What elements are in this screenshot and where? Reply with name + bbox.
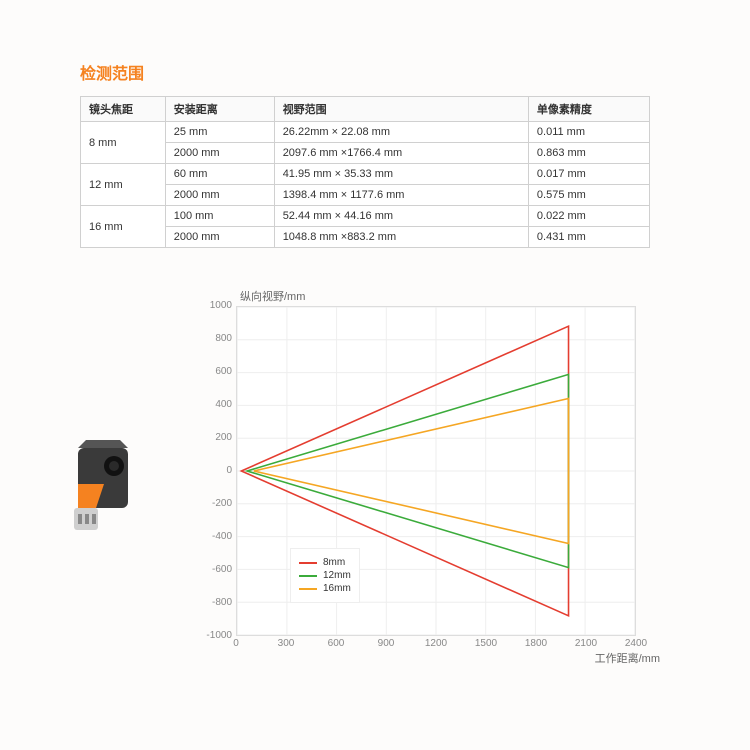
cell-dist: 2000 mm	[165, 227, 274, 248]
y-tick-label: -600	[190, 564, 232, 575]
cell-fov: 1398.4 mm × 1177.6 mm	[274, 185, 528, 206]
x-tick-label: 300	[274, 638, 298, 649]
cell-fov: 52.44 mm × 44.16 mm	[274, 206, 528, 227]
cell-prec: 0.022 mm	[528, 206, 649, 227]
th-fov: 视野范围	[274, 97, 528, 122]
cell-fov: 1048.8 mm ×883.2 mm	[274, 227, 528, 248]
y-tick-label: 1000	[190, 300, 232, 311]
cell-dist: 60 mm	[165, 164, 274, 185]
y-tick-label: 200	[190, 432, 232, 443]
cell-focal: 8 mm	[81, 122, 166, 164]
cell-dist: 2000 mm	[165, 185, 274, 206]
cell-focal: 16 mm	[81, 206, 166, 248]
y-tick-label: 400	[190, 399, 232, 410]
y-tick-label: -800	[190, 597, 232, 608]
cell-dist: 25 mm	[165, 122, 274, 143]
cell-prec: 0.431 mm	[528, 227, 649, 248]
x-tick-label: 1800	[524, 638, 548, 649]
legend-item: 16mm	[299, 583, 351, 594]
cell-prec: 0.575 mm	[528, 185, 649, 206]
legend-label: 12mm	[323, 570, 351, 581]
table-row: 16 mm100 mm52.44 mm × 44.16 mm0.022 mm	[81, 206, 650, 227]
y-tick-label: 0	[190, 465, 232, 476]
cell-dist: 2000 mm	[165, 143, 274, 164]
table-header-row: 镜头焦距 安装距离 视野范围 单像素精度	[81, 97, 650, 122]
cell-dist: 100 mm	[165, 206, 274, 227]
spec-table: 镜头焦距 安装距离 视野范围 单像素精度 8 mm25 mm26.22mm × …	[80, 96, 650, 248]
y-tick-label: -200	[190, 498, 232, 509]
x-tick-label: 2100	[574, 638, 598, 649]
x-tick-label: 600	[324, 638, 348, 649]
y-tick-label: 600	[190, 366, 232, 377]
table-row: 12 mm60 mm41.95 mm × 35.33 mm0.017 mm	[81, 164, 650, 185]
legend-swatch	[299, 588, 317, 590]
y-tick-label: 800	[190, 333, 232, 344]
table-row: 2000 mm2097.6 mm ×1766.4 mm0.863 mm	[81, 143, 650, 164]
legend-label: 8mm	[323, 557, 345, 568]
table-row: 2000 mm1048.8 mm ×883.2 mm0.431 mm	[81, 227, 650, 248]
th-prec: 单像素精度	[528, 97, 649, 122]
legend-label: 16mm	[323, 583, 351, 594]
x-tick-label: 0	[224, 638, 248, 649]
th-dist: 安装距离	[165, 97, 274, 122]
legend-swatch	[299, 562, 317, 564]
x-tick-label: 1500	[474, 638, 498, 649]
legend-swatch	[299, 575, 317, 577]
cell-focal: 12 mm	[81, 164, 166, 206]
cell-prec: 0.017 mm	[528, 164, 649, 185]
legend-item: 12mm	[299, 570, 351, 581]
cell-fov: 26.22mm × 22.08 mm	[274, 122, 528, 143]
th-focal: 镜头焦距	[81, 97, 166, 122]
x-tick-label: 2400	[624, 638, 648, 649]
cell-prec: 0.011 mm	[528, 122, 649, 143]
cell-fov: 2097.6 mm ×1766.4 mm	[274, 143, 528, 164]
cell-prec: 0.863 mm	[528, 143, 649, 164]
table-row: 2000 mm1398.4 mm × 1177.6 mm0.575 mm	[81, 185, 650, 206]
chart-legend: 8mm 12mm 16mm	[290, 548, 360, 603]
x-tick-label: 900	[374, 638, 398, 649]
product-image	[60, 438, 146, 538]
cell-fov: 41.95 mm × 35.33 mm	[274, 164, 528, 185]
table-row: 8 mm25 mm26.22mm × 22.08 mm0.011 mm	[81, 122, 650, 143]
chart-y-label: 纵向视野/mm	[240, 288, 305, 304]
y-tick-label: -400	[190, 531, 232, 542]
x-tick-label: 1200	[424, 638, 448, 649]
section-title: 检测范围	[80, 60, 700, 84]
chart-x-label: 工作距离/mm	[595, 650, 660, 666]
legend-item: 8mm	[299, 557, 351, 568]
